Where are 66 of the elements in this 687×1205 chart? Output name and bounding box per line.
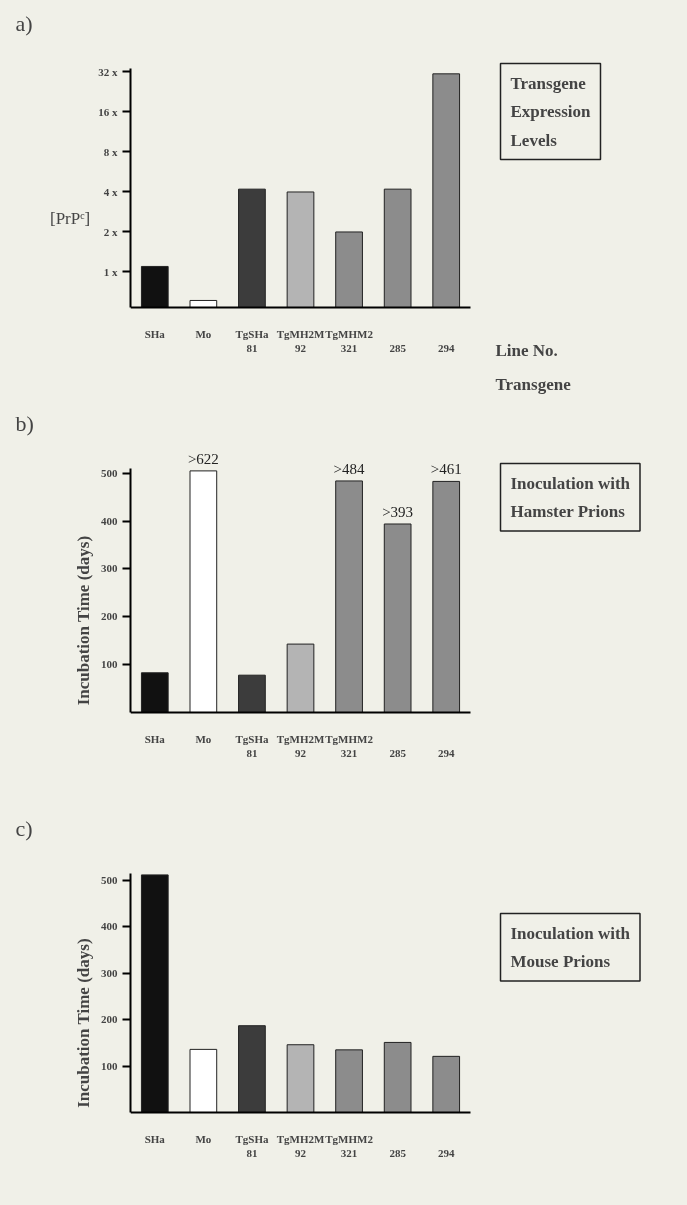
bar xyxy=(238,1025,266,1113)
bar xyxy=(286,1044,315,1113)
bar xyxy=(238,674,266,713)
bar xyxy=(383,523,412,713)
data-label: >393 xyxy=(382,504,414,520)
x-tick-label: TgMHM2 321 xyxy=(325,327,374,354)
x-tick-label: TgSHa 81 xyxy=(235,732,269,759)
x-tick-label: TgMH2M 92 xyxy=(276,1132,325,1159)
x-tick-label: 285 xyxy=(389,1146,407,1159)
y-tick-label: 300 xyxy=(101,562,118,575)
x-tick-label: TgSHa 81 xyxy=(235,327,269,354)
y-tick-label: 100 xyxy=(101,1059,118,1072)
y-tick-label: 2 x xyxy=(103,225,118,238)
bar xyxy=(432,480,461,713)
bar xyxy=(383,1041,412,1113)
text: b) xyxy=(15,410,34,436)
x-tick-label: TgMH2M 92 xyxy=(276,327,325,354)
bar xyxy=(189,1048,218,1113)
text: a) xyxy=(15,10,33,36)
y-tick-label: 100 xyxy=(101,658,118,671)
text: Inoculation with Mouse Prions xyxy=(510,923,631,971)
y-tick-label: 4 x xyxy=(103,185,118,198)
x-tick-label: TgSHa 81 xyxy=(235,1132,269,1159)
bar xyxy=(335,1049,363,1113)
text: c) xyxy=(15,815,33,841)
bar xyxy=(189,470,218,713)
y-tick-label: 500 xyxy=(101,466,118,479)
x-tick-label: Mo xyxy=(195,1132,212,1145)
y-axis-title: [PrPᶜ] xyxy=(50,208,91,228)
y-tick-label: 200 xyxy=(101,1013,118,1026)
y-tick-label: 400 xyxy=(101,514,118,527)
bar xyxy=(286,643,315,713)
bar xyxy=(140,874,169,1113)
x-tick-label: SHa xyxy=(144,732,166,745)
text: Transgene Expression Levels xyxy=(510,73,592,150)
data-label: >461 xyxy=(430,461,462,478)
text: Inoculation with Hamster Prions xyxy=(510,473,631,521)
x-tick-label: Mo xyxy=(195,327,212,340)
y-tick-label: 500 xyxy=(101,873,118,886)
x-tick-label: 285 xyxy=(389,341,407,354)
y-tick-label: 300 xyxy=(101,966,118,979)
data-label: >484 xyxy=(333,460,366,477)
y-axis-title: Incubation Time (days) xyxy=(74,938,93,1108)
x-tick-label: SHa xyxy=(144,1132,166,1145)
y-tick-label: 200 xyxy=(101,610,118,623)
y-tick-label: 16 x xyxy=(98,105,118,118)
x-tick-label: 294 xyxy=(437,1146,455,1159)
x-tick-label: 285 xyxy=(389,746,407,759)
x-tick-label: Mo xyxy=(195,732,212,745)
data-label: >622 xyxy=(187,450,219,467)
x-tick-label: SHa xyxy=(144,327,166,340)
x-tick-label: TgMHM2 321 xyxy=(325,1132,374,1159)
y-tick-label: 8 x xyxy=(103,145,118,158)
text: Transgene xyxy=(495,374,572,394)
y-tick-label: 1 x xyxy=(103,265,118,278)
x-tick-label: TgMHM2 321 xyxy=(325,732,374,759)
x-tick-label: TgMH2M 92 xyxy=(276,732,325,759)
x-tick-label: 294 xyxy=(437,746,455,759)
bar xyxy=(335,480,363,713)
text: Line No. xyxy=(495,340,558,360)
bar xyxy=(140,672,169,713)
y-tick-label: 32 x xyxy=(98,66,118,78)
y-tick-label: 400 xyxy=(101,920,118,933)
bar xyxy=(432,1055,461,1113)
x-tick-label: 294 xyxy=(437,341,455,354)
y-axis-title: Incubation Time (days) xyxy=(74,535,93,706)
